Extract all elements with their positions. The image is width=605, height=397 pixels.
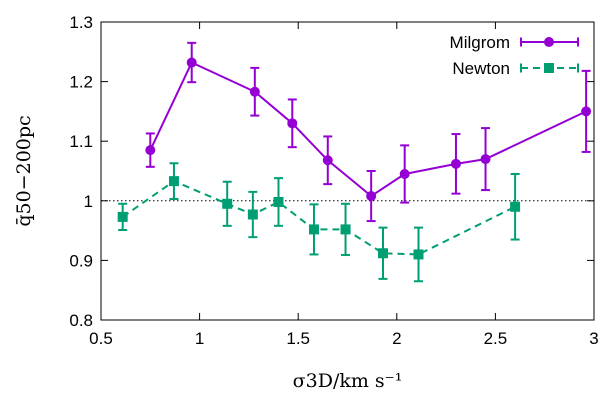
data-point (581, 106, 592, 117)
legend-entry-milgrom: Milgrom (450, 33, 579, 52)
x-tick-label: 3 (589, 329, 598, 348)
y-tick-label: 1.2 (69, 73, 93, 92)
data-point (273, 196, 284, 207)
data-point (249, 86, 260, 97)
x-tick-label: 2 (392, 329, 401, 348)
y-tick-label: 1.3 (69, 13, 93, 32)
x-tick-label: 1 (195, 329, 204, 348)
data-point (186, 57, 197, 68)
plot-frame (100, 21, 595, 321)
data-point (247, 209, 258, 220)
series-newton (117, 162, 521, 283)
data-point (322, 155, 333, 166)
legend-marker (544, 63, 554, 73)
data-point (366, 191, 377, 202)
data-point (450, 158, 461, 169)
data-point (168, 176, 179, 187)
data-point (308, 224, 319, 235)
legend-label: Milgrom (450, 33, 510, 52)
legend-label: Newton (452, 59, 510, 78)
y-tick-label: 1 (84, 192, 93, 211)
data-point (399, 168, 410, 179)
x-tick-label: 1.5 (286, 329, 310, 348)
data-point (340, 224, 351, 235)
y-tick-label: 0.8 (69, 311, 93, 330)
data-point (222, 198, 233, 209)
data-point (413, 249, 424, 260)
legend: Milgrom Newton (450, 33, 579, 78)
y-axis-label: q̄50−200pc (13, 115, 35, 226)
y-tick-label: 0.9 (69, 251, 93, 270)
data-point (145, 145, 156, 156)
x-axis-label: σ3D/km s⁻¹ (293, 370, 403, 392)
data-point (510, 201, 521, 212)
x-tick-label: 2.5 (484, 329, 508, 348)
data-point (287, 118, 298, 129)
series-layer (117, 41, 592, 283)
series-line (149, 61, 587, 198)
legend-entry-newton: Newton (452, 59, 579, 78)
series-line (122, 180, 516, 256)
series-milgrom (145, 41, 592, 223)
ticks-layer: 0.5 1 1.5 2 2.5 3 0.8 0.9 1 1.1 1.2 1.3 (69, 13, 598, 348)
legend-marker (544, 37, 554, 47)
data-point (117, 211, 128, 222)
x-tick-label: 0.5 (89, 329, 113, 348)
data-point (480, 154, 491, 165)
y-tick-label: 1.1 (69, 132, 93, 151)
data-point (377, 248, 388, 259)
